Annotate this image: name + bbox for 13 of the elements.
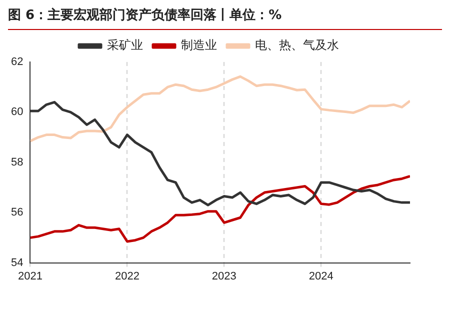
- y-tick-label: 54: [10, 256, 24, 269]
- x-tick-label: 2024: [308, 270, 334, 282]
- y-tick-label: 58: [10, 156, 24, 168]
- legend-label: 电、热、气及水: [255, 38, 339, 52]
- y-tick-label: 62: [10, 56, 24, 68]
- x-tick-label: 2021: [18, 270, 42, 282]
- y-tick-label: 56: [10, 206, 24, 219]
- y-tick-label: 60: [10, 106, 24, 118]
- legend-label: 制造业: [181, 38, 217, 52]
- chart-title: 图 6：主要宏观部门资产负债率回落丨单位：%: [8, 4, 442, 30]
- x-tick-label: 2023: [212, 270, 236, 282]
- legend-label: 采矿业: [107, 38, 143, 52]
- x-tick-label: 2022: [114, 270, 140, 282]
